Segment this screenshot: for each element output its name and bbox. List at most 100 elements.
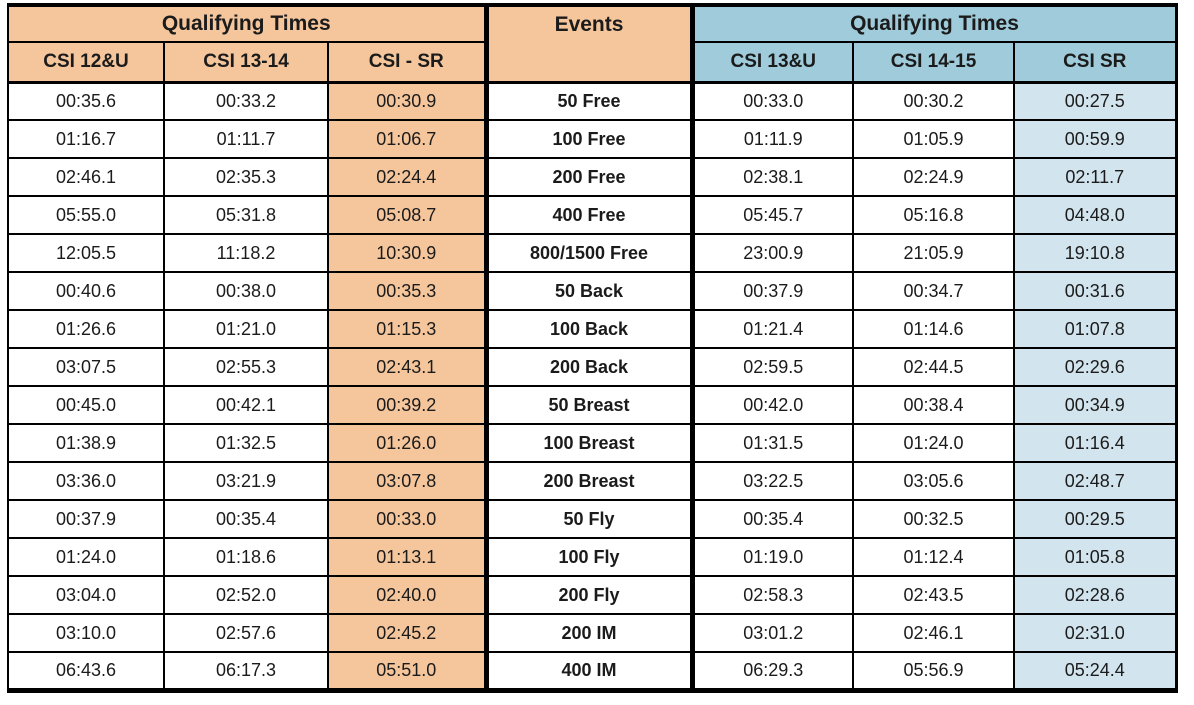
- left-time-cell-sr: 01:13.1: [327, 537, 487, 577]
- right-time-cell-sr: 00:29.5: [1013, 499, 1177, 539]
- table-row: 00:45.0 00:42.1 00:39.2 50 Breast 00:42.…: [7, 385, 1177, 425]
- right-time-cell-sr: 05:24.4: [1013, 651, 1177, 691]
- right-time-cell-sr: 02:31.0: [1013, 613, 1177, 653]
- left-table-title: Qualifying Times: [7, 4, 487, 43]
- right-time-cell-13u: 02:59.5: [691, 347, 854, 387]
- right-time-cell-13u: 01:21.4: [691, 309, 854, 349]
- right-time-cell-13u: 00:35.4: [691, 499, 854, 539]
- table-row: 05:55.0 05:31.8 05:08.7 400 Free 05:45.7…: [7, 195, 1177, 235]
- table-row: 00:35.6 00:33.2 00:30.9 50 Free 00:33.0 …: [7, 81, 1177, 121]
- right-time-cell-14-15: 01:12.4: [852, 537, 1015, 577]
- left-time-cell-13-14: 01:11.7: [163, 119, 329, 159]
- right-table-title: Qualifying Times: [691, 4, 1177, 43]
- table-row: 00:40.6 00:38.0 00:35.3 50 Back 00:37.9 …: [7, 271, 1177, 311]
- event-cell: 100 Fly: [483, 537, 695, 577]
- left-time-cell-sr: 00:33.0: [327, 499, 487, 539]
- event-cell: 50 Back: [483, 271, 695, 311]
- event-cell: 400 IM: [483, 651, 695, 691]
- left-time-cell-13-14: 02:35.3: [163, 157, 329, 197]
- left-time-cell-13-14: 05:31.8: [163, 195, 329, 235]
- qualifying-times-table: Qualifying Times Events Qualifying Times…: [7, 3, 1178, 693]
- left-time-cell-13-14: 00:42.1: [163, 385, 329, 425]
- left-time-cell-12u: 01:38.9: [7, 423, 165, 463]
- left-time-cell-12u: 03:04.0: [7, 575, 165, 615]
- right-time-cell-14-15: 01:05.9: [852, 119, 1015, 159]
- right-time-cell-sr: 02:29.6: [1013, 347, 1177, 387]
- left-time-cell-13-14: 11:18.2: [163, 233, 329, 273]
- event-cell: 800/1500 Free: [483, 233, 695, 273]
- table-body: 00:35.6 00:33.2 00:30.9 50 Free 00:33.0 …: [7, 81, 1177, 691]
- left-time-cell-12u: 00:35.6: [7, 81, 165, 121]
- table-row: 02:46.1 02:35.3 02:24.4 200 Free 02:38.1…: [7, 157, 1177, 197]
- right-time-cell-sr: 02:28.6: [1013, 575, 1177, 615]
- left-time-cell-12u: 00:37.9: [7, 499, 165, 539]
- left-time-cell-sr: 02:43.1: [327, 347, 487, 387]
- left-time-cell-12u: 01:24.0: [7, 537, 165, 577]
- event-cell: 100 Back: [483, 309, 695, 349]
- right-time-cell-14-15: 02:46.1: [852, 613, 1015, 653]
- left-time-cell-sr: 01:06.7: [327, 119, 487, 159]
- right-time-cell-sr: 00:59.9: [1013, 119, 1177, 159]
- left-time-cell-13-14: 01:21.0: [163, 309, 329, 349]
- left-time-cell-12u: 01:26.6: [7, 309, 165, 349]
- right-time-cell-sr: 01:07.8: [1013, 309, 1177, 349]
- left-time-cell-12u: 03:36.0: [7, 461, 165, 501]
- left-time-cell-12u: 06:43.6: [7, 651, 165, 691]
- right-time-cell-13u: 00:37.9: [691, 271, 854, 311]
- right-time-cell-13u: 02:38.1: [691, 157, 854, 197]
- left-time-cell-sr: 03:07.8: [327, 461, 487, 501]
- event-cell: 100 Free: [483, 119, 695, 159]
- right-time-cell-14-15: 21:05.9: [852, 233, 1015, 273]
- left-col-header-csi-13-14: CSI 13-14: [163, 41, 329, 84]
- right-time-cell-13u: 03:01.2: [691, 613, 854, 653]
- right-time-cell-14-15: 01:24.0: [852, 423, 1015, 463]
- right-time-cell-13u: 03:22.5: [691, 461, 854, 501]
- right-time-cell-13u: 00:42.0: [691, 385, 854, 425]
- right-time-cell-14-15: 01:14.6: [852, 309, 1015, 349]
- event-cell: 50 Free: [483, 81, 695, 121]
- right-time-cell-14-15: 05:16.8: [852, 195, 1015, 235]
- left-time-cell-13-14: 00:33.2: [163, 81, 329, 121]
- event-cell: 100 Breast: [483, 423, 695, 463]
- table-row: 12:05.5 11:18.2 10:30.9 800/1500 Free 23…: [7, 233, 1177, 273]
- right-time-cell-14-15: 00:34.7: [852, 271, 1015, 311]
- left-time-cell-sr: 02:45.2: [327, 613, 487, 653]
- left-time-cell-13-14: 02:55.3: [163, 347, 329, 387]
- left-time-cell-sr: 05:08.7: [327, 195, 487, 235]
- right-col-header-csi-13u: CSI 13&U: [691, 41, 854, 84]
- right-time-cell-sr: 19:10.8: [1013, 233, 1177, 273]
- right-time-cell-14-15: 02:43.5: [852, 575, 1015, 615]
- right-time-cell-sr: 00:31.6: [1013, 271, 1177, 311]
- right-time-cell-13u: 05:45.7: [691, 195, 854, 235]
- right-time-cell-14-15: 02:44.5: [852, 347, 1015, 387]
- left-col-header-csi-sr: CSI - SR: [327, 41, 487, 84]
- right-time-cell-13u: 23:00.9: [691, 233, 854, 273]
- left-time-cell-12u: 00:40.6: [7, 271, 165, 311]
- event-cell: 50 Breast: [483, 385, 695, 425]
- right-time-cell-13u: 01:19.0: [691, 537, 854, 577]
- right-col-header-csi-14-15: CSI 14-15: [852, 41, 1015, 84]
- right-time-cell-14-15: 00:30.2: [852, 81, 1015, 121]
- table-header: Qualifying Times Events Qualifying Times…: [7, 4, 1177, 84]
- table-title-row: Qualifying Times Events Qualifying Times: [7, 4, 1177, 84]
- left-time-cell-13-14: 01:32.5: [163, 423, 329, 463]
- right-time-cell-13u: 06:29.3: [691, 651, 854, 691]
- right-time-cell-14-15: 00:38.4: [852, 385, 1015, 425]
- left-time-cell-13-14: 03:21.9: [163, 461, 329, 501]
- right-time-cell-sr: 02:48.7: [1013, 461, 1177, 501]
- left-time-cell-13-14: 00:35.4: [163, 499, 329, 539]
- column-header-row: CSI 12&U CSI 13-14 CSI - SR CSI 13&U CSI…: [7, 41, 1177, 84]
- right-time-cell-13u: 01:31.5: [691, 423, 854, 463]
- right-time-cell-14-15: 00:32.5: [852, 499, 1015, 539]
- left-time-cell-13-14: 01:18.6: [163, 537, 329, 577]
- left-time-cell-12u: 00:45.0: [7, 385, 165, 425]
- left-time-cell-sr: 02:40.0: [327, 575, 487, 615]
- event-cell: 200 Back: [483, 347, 695, 387]
- left-time-cell-sr: 00:39.2: [327, 385, 487, 425]
- right-col-header-csi-sr: CSI SR: [1013, 41, 1177, 84]
- right-time-cell-14-15: 03:05.6: [852, 461, 1015, 501]
- left-col-header-csi-12u: CSI 12&U: [7, 41, 165, 84]
- left-time-cell-sr: 05:51.0: [327, 651, 487, 691]
- right-time-cell-sr: 02:11.7: [1013, 157, 1177, 197]
- right-time-cell-13u: 00:33.0: [691, 81, 854, 121]
